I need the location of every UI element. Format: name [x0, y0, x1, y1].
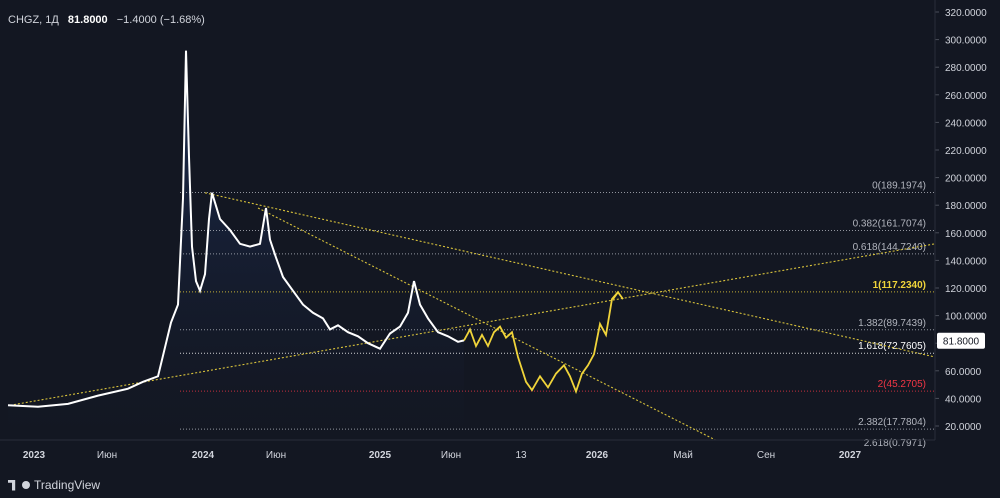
x-tick-label: Сен: [757, 450, 775, 461]
x-tick-label: 2027: [839, 450, 862, 461]
y-tick-label: 220.0000: [945, 146, 987, 157]
y-tick-label: 280.0000: [945, 63, 987, 74]
fib-level-label: 2.618(0.7971): [864, 438, 926, 449]
fib-level-label: 0.618(144.7240): [853, 242, 926, 253]
fib-level-label: 0.382(161.7074): [853, 218, 926, 229]
y-tick-label: 100.0000: [945, 312, 987, 323]
fib-level-label: 0(189.1974): [872, 181, 926, 192]
y-tick-label: 200.0000: [945, 174, 987, 185]
x-tick-label: 2023: [23, 450, 46, 461]
x-tick-label: 2026: [586, 450, 609, 461]
y-tick-label: 40.0000: [945, 394, 982, 405]
x-tick-label: Июн: [441, 450, 461, 461]
x-tick-label: Май: [673, 450, 693, 461]
y-tick-label: 240.0000: [945, 118, 987, 129]
y-tick-label: 320.0000: [945, 8, 987, 19]
price-series-line: [7, 50, 465, 408]
trendline: [9, 243, 936, 406]
fib-level-label: 2.382(17.7804): [858, 417, 926, 428]
x-tick-label: 2024: [192, 450, 215, 461]
tradingview-logo[interactable]: TradingView: [8, 478, 100, 492]
x-tick-label: Июн: [266, 450, 286, 461]
fib-level-label: 1.382(89.7439): [858, 318, 926, 329]
x-tick-label: 13: [515, 450, 527, 461]
forecast-arrow-head: [612, 290, 624, 300]
fibonacci-levels: 0(189.1974) 0.382(161.7074) 0.618(144.7240…: [180, 181, 935, 449]
y-tick-label: 120.0000: [945, 284, 987, 295]
trendline: [204, 192, 936, 358]
price-area-fill: [8, 50, 464, 440]
trendlines: [9, 192, 936, 441]
x-tick-label: 2025: [369, 450, 392, 461]
x-axis[interactable]: 2023 Июн 2024 Июн 2025 Июн 13 2026 Май Сен 2027: [0, 439, 935, 461]
y-tick-label: 300.0000: [945, 36, 987, 47]
fib-level-label: 1.618(72.7605): [858, 341, 926, 352]
y-tick-label: 180.0000: [945, 201, 987, 212]
symbol-label[interactable]: CHGZ, 1Д: [8, 14, 59, 26]
last-price-badge-label: 81.8000: [943, 337, 980, 348]
brand-label: TradingView: [34, 478, 101, 492]
y-tick-label: 20.0000: [945, 422, 982, 433]
y-tick-label: 160.0000: [945, 229, 987, 240]
fib-level-label: 2(45.2705): [878, 379, 926, 390]
y-axis[interactable]: 20.000040.000060.000080.0000100.0000120.…: [934, 0, 987, 440]
last-price-marker: 81.8000: [612, 290, 985, 349]
y-tick-label: 60.0000: [945, 367, 982, 378]
tradingview-dot-icon: [22, 481, 30, 489]
price-change: −1.4000 (−1.68%): [116, 14, 205, 26]
chart-header: CHGZ, 1Д 81.8000 −1.4000 (−1.68%): [8, 14, 205, 26]
x-tick-label: Июн: [97, 450, 117, 461]
last-price: 81.8000: [67, 14, 108, 26]
trendline: [257, 207, 716, 441]
forecast-series-line: [463, 291, 619, 395]
y-tick-label: 140.0000: [945, 256, 987, 267]
y-tick-label: 260.0000: [945, 91, 987, 102]
last-price-badge: [937, 332, 985, 349]
fib-level-label: 1(117.2340): [873, 280, 926, 291]
